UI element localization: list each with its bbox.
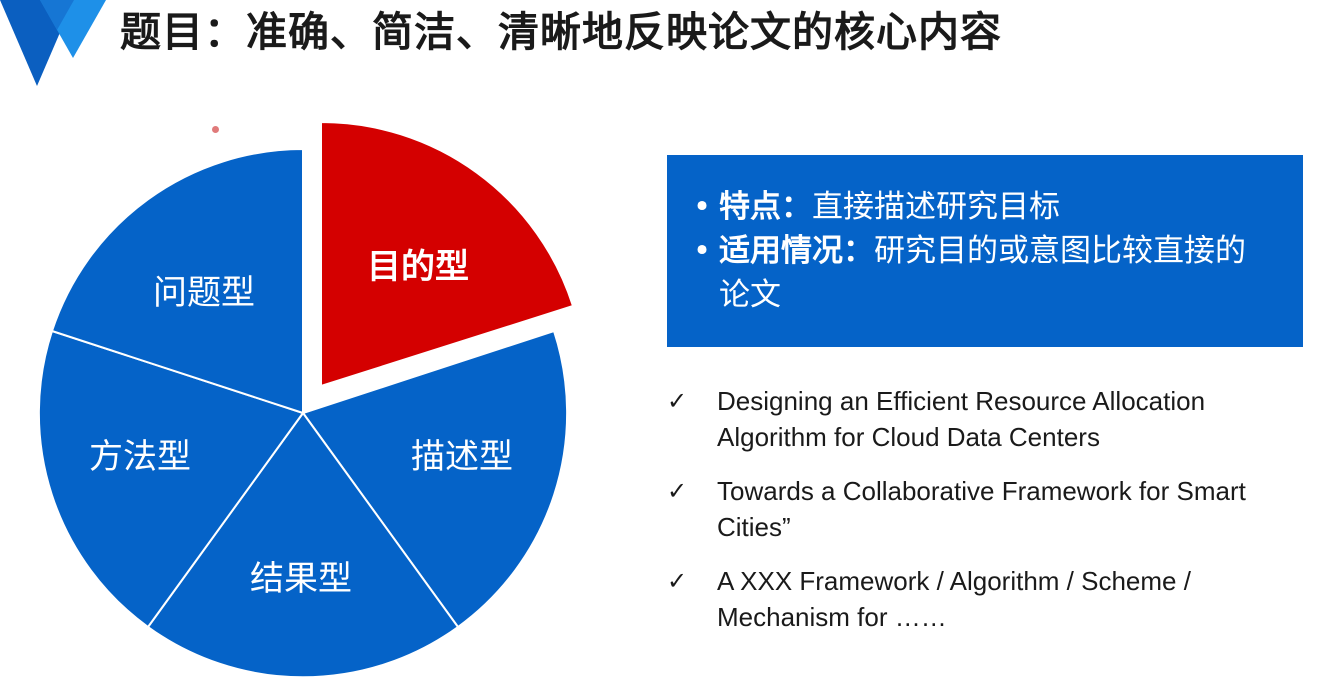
- pie-slice-problem[interactable]: [50, 147, 304, 415]
- check-icon: ✓: [667, 387, 688, 415]
- pie-slice-descriptive[interactable]: [301, 329, 569, 629]
- check-icon: ✓: [667, 567, 688, 595]
- info-key-feature: 特点：: [719, 189, 812, 225]
- list-item: ✓ Designing an Efficient Resource Alloca…: [667, 383, 1307, 455]
- example-title: Towards a Collaborative Framework for Sm…: [717, 476, 1246, 542]
- pie-label-result: 结果型: [250, 559, 352, 599]
- example-title: A XXX Framework / Algorithm / Scheme / M…: [717, 566, 1191, 632]
- pie-label-purpose: 目的型: [367, 247, 469, 287]
- pie-slice-purpose[interactable]: [320, 120, 575, 388]
- list-item: ✓ Towards a Collaborative Framework for …: [667, 473, 1307, 545]
- bullet-dot: •: [692, 233, 712, 269]
- bullet-dot: •: [692, 189, 712, 225]
- info-item-usage: • 适用情况：研究目的或意图比较直接的论文: [685, 229, 1273, 317]
- info-value-feature: 直接描述研究目标: [812, 189, 1060, 225]
- pie-slice-result[interactable]: [146, 411, 460, 679]
- page-title: 题目：准确、简洁、清晰地反映论文的核心内容: [120, 8, 1002, 56]
- info-item-feature: • 特点：直接描述研究目标: [685, 185, 1273, 229]
- info-value-usage: 研究目的或意图比较直接的论文: [719, 233, 1246, 313]
- pie-slice-method[interactable]: [37, 329, 305, 629]
- info-box: • 特点：直接描述研究目标 • 适用情况：研究目的或意图比较直接的论文: [667, 155, 1303, 347]
- check-icon: ✓: [667, 477, 688, 505]
- info-key-usage: 适用情况：: [719, 233, 874, 269]
- pie-label-problem: 问题型: [153, 273, 255, 313]
- example-list: ✓ Designing an Efficient Resource Alloca…: [667, 383, 1307, 653]
- example-title: Designing an Efficient Resource Allocati…: [717, 386, 1206, 452]
- pointer-dot: [212, 126, 219, 133]
- pie-label-descriptive: 描述型: [411, 437, 513, 477]
- triangle-logo-icon: [0, 0, 106, 86]
- list-item: ✓ A XXX Framework / Algorithm / Scheme /…: [667, 563, 1307, 635]
- pie-label-method: 方法型: [89, 437, 191, 477]
